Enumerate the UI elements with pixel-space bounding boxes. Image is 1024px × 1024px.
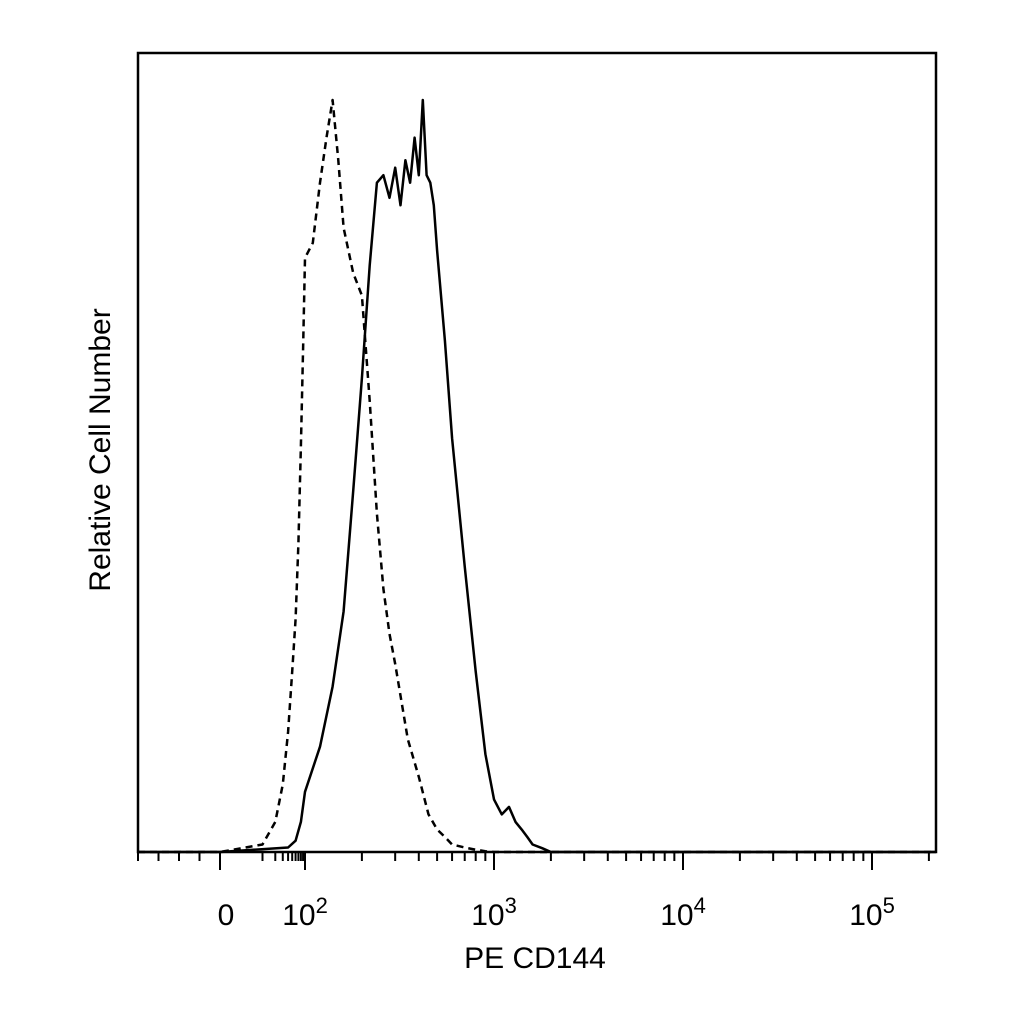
x-tick-label: 103 — [471, 893, 517, 932]
series-line-2-solid — [138, 98, 936, 854]
x-tick-label: 0 — [218, 899, 235, 932]
series-line-1-dashed — [138, 98, 936, 854]
x-tick-label: 105 — [849, 893, 895, 932]
y-axis-label: Relative Cell Number — [84, 308, 117, 591]
x-tick-label: 102 — [282, 893, 328, 932]
series-layer — [138, 98, 936, 854]
x-axis-tick-labels: 0 102 103 104 105 — [218, 893, 895, 932]
x-axis-label: PE CD144 — [464, 942, 606, 975]
plot-frame — [136, 51, 938, 854]
x-tick-label: 104 — [660, 893, 706, 932]
x-axis-ticks — [137, 852, 930, 870]
